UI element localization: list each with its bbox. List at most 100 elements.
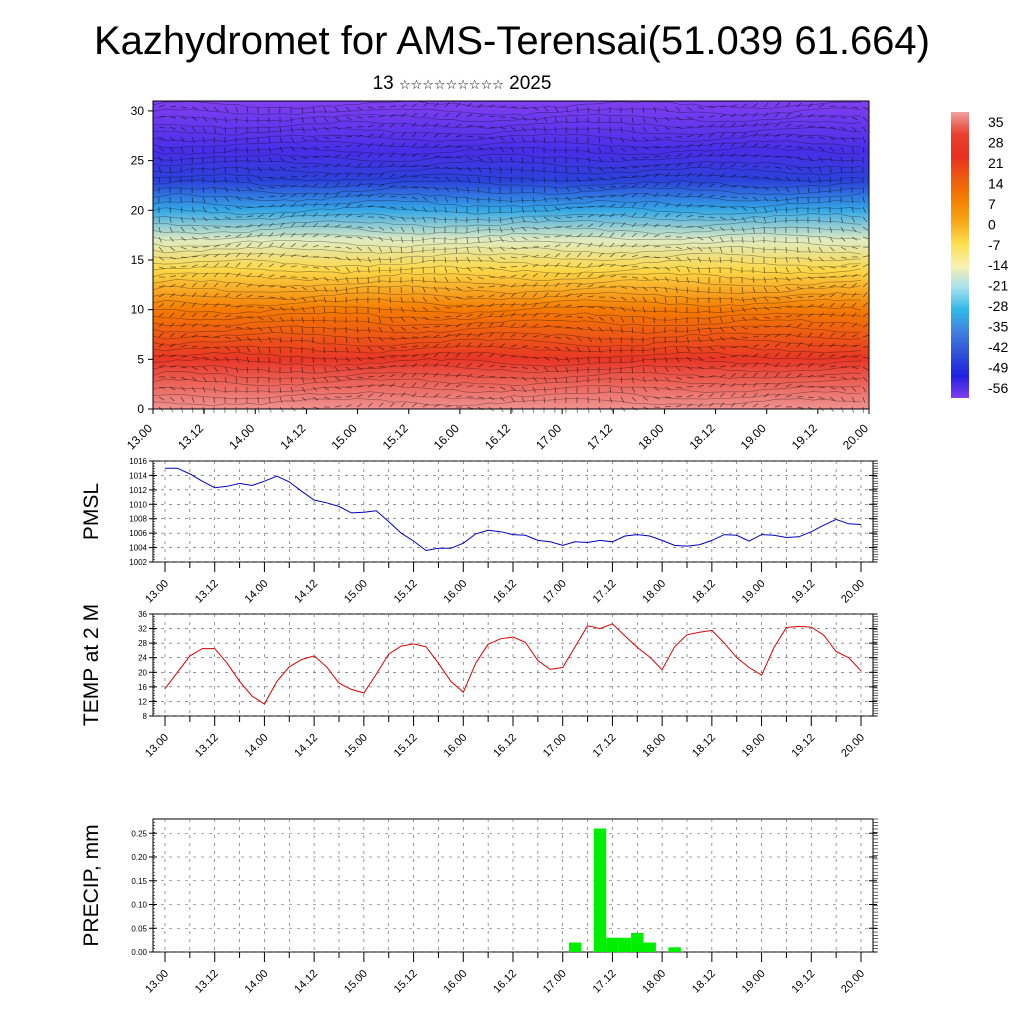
wind-barb	[521, 396, 525, 403]
contour-line	[152, 179, 862, 189]
wind-barb	[301, 316, 304, 323]
wind-barb	[444, 186, 450, 192]
wind-barb	[466, 313, 473, 318]
wind-barb	[334, 182, 340, 188]
contour-line	[152, 199, 862, 208]
wind-barb	[675, 225, 682, 228]
wind-barb	[290, 232, 296, 238]
wind-barb	[664, 172, 670, 178]
wind-barb	[543, 282, 549, 288]
wind-barb	[191, 366, 198, 370]
wind-barb	[521, 196, 524, 204]
wind-barb	[224, 176, 227, 183]
wind-barb	[774, 383, 781, 388]
wind-barb	[752, 132, 758, 138]
wind-barb	[345, 144, 352, 148]
wind-barb	[488, 226, 491, 233]
wind-barb	[356, 116, 363, 119]
wind-barb	[708, 124, 715, 128]
wind-barb	[389, 152, 395, 158]
wind-barb	[829, 365, 836, 368]
wind-barb	[785, 333, 792, 338]
wind-barb	[169, 146, 174, 153]
wind-barb	[774, 333, 781, 338]
wind-barb	[389, 216, 396, 221]
y-tick-label: 12	[138, 697, 147, 706]
wind-barb	[158, 246, 164, 252]
x-tick-label: 13.12	[193, 968, 221, 996]
wind-barb	[389, 226, 395, 232]
wind-barb	[466, 305, 473, 308]
wind-barb	[774, 393, 781, 398]
wind-barb	[675, 286, 678, 293]
wind-barb	[686, 162, 692, 168]
wind-barb	[785, 206, 788, 213]
x-tick-label: 16.00	[441, 968, 469, 996]
wind-barb	[741, 196, 748, 200]
wind-barb	[323, 366, 327, 373]
wind-barb	[268, 274, 275, 278]
wind-barb	[785, 394, 792, 398]
wind-barb	[411, 363, 418, 368]
wind-barb	[312, 266, 319, 269]
wind-barb	[840, 312, 846, 318]
wind-barb	[202, 376, 207, 383]
wind-barb	[730, 185, 737, 188]
wind-barb	[312, 116, 316, 123]
wind-barb	[543, 136, 546, 143]
wind-barb	[378, 392, 384, 398]
wind-barb	[521, 345, 528, 348]
wind-barb	[598, 166, 604, 172]
wind-barb	[829, 312, 835, 318]
wind-barb	[543, 376, 548, 383]
wind-barb	[807, 332, 813, 338]
heatmap-field	[153, 101, 869, 409]
wind-barb	[752, 226, 755, 233]
wind-barb	[224, 206, 231, 211]
wind-barb	[719, 256, 722, 263]
wind-barb	[389, 256, 392, 264]
wind-barb	[686, 366, 693, 371]
wind-barb	[378, 306, 381, 314]
wind-barb	[708, 206, 716, 208]
wind-barb	[510, 146, 514, 153]
wind-barb	[169, 343, 176, 348]
wind-barb	[422, 154, 429, 158]
wind-barb	[510, 283, 517, 288]
wind-barb	[763, 316, 770, 319]
wind-barb	[686, 403, 693, 408]
wind-barb	[510, 274, 517, 278]
wind-barb	[202, 272, 208, 278]
wind-barb	[202, 126, 206, 133]
wind-barb	[510, 302, 516, 308]
wind-barb	[620, 253, 627, 258]
wind-barb	[840, 246, 847, 251]
wind-barb	[279, 386, 282, 393]
wind-barb	[653, 266, 660, 270]
wind-barb	[444, 145, 451, 148]
wind-barb	[752, 403, 759, 408]
wind-barb	[235, 156, 237, 164]
x-tick-label: 18.12	[690, 732, 718, 760]
wind-barb	[587, 295, 594, 298]
wind-barb	[312, 376, 317, 383]
wind-barb	[829, 226, 833, 233]
wind-barb	[576, 196, 583, 200]
wind-barb	[312, 233, 319, 238]
wind-barb	[675, 395, 683, 398]
wind-barb	[301, 326, 303, 334]
wind-barb	[433, 196, 439, 202]
wind-barb	[444, 296, 451, 301]
wind-barb	[191, 356, 199, 359]
wind-barb	[499, 236, 504, 243]
wind-barb	[862, 334, 869, 338]
wind-barb	[455, 156, 462, 159]
wind-barb	[158, 146, 164, 152]
wind-barb	[543, 253, 550, 258]
wind-barb	[334, 172, 340, 178]
wind-barb	[477, 266, 484, 271]
colorbar-label: 14	[988, 176, 1004, 192]
wind-barb	[169, 312, 175, 318]
wind-barb	[400, 316, 406, 322]
wind-barb	[532, 226, 539, 231]
